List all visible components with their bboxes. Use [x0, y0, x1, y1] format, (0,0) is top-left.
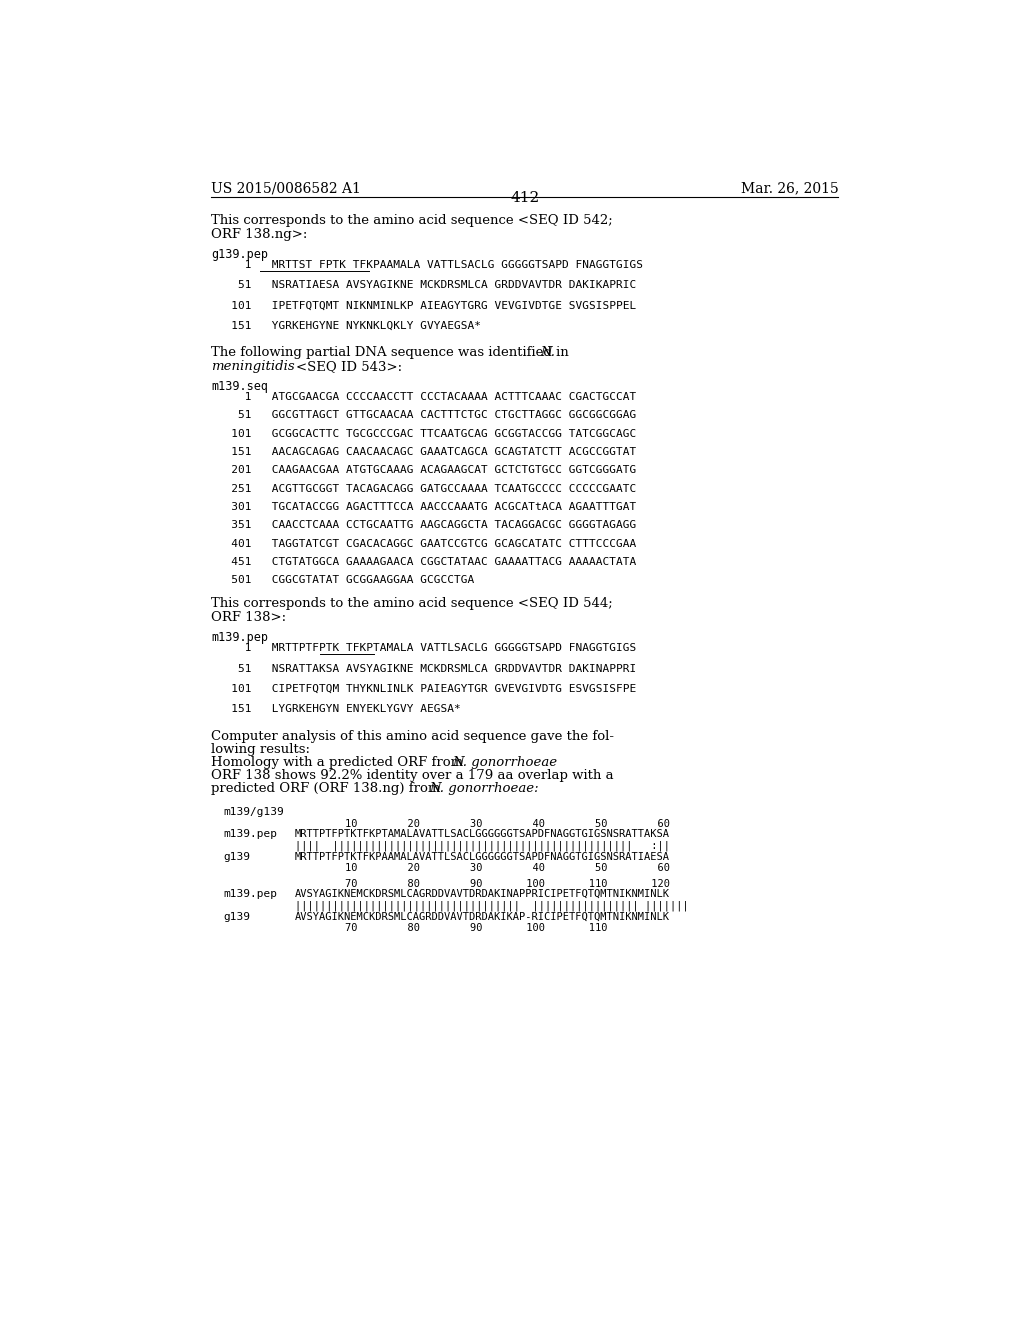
Text: 1   ATGCGAACGA CCCCAACCTT CCCTACAAAA ACTTTCAAAC CGACTGCCAT: 1 ATGCGAACGA CCCCAACCTT CCCTACAAAA ACTTT…: [211, 392, 637, 403]
Text: AVSYAGIKNEMCKDRSMLCAGRDDVAVTDRDAKINAPPRICIPETFQTQMTNIKNMINLK: AVSYAGIKNEMCKDRSMLCAGRDDVAVTDRDAKINAPPRI…: [295, 890, 670, 899]
Text: 101   GCGGCACTTC TGCGCCCGAC TTCAATGCAG GCGGTACCGG TATCGGCAGC: 101 GCGGCACTTC TGCGCCCGAC TTCAATGCAG GCG…: [211, 429, 637, 438]
Text: 301   TGCATACCGG AGACTTTCCA AACCCAAATG ACGCATtACA AGAATTTGAT: 301 TGCATACCGG AGACTTTCCA AACCCAAATG ACG…: [211, 502, 637, 512]
Text: ORF 138 shows 92.2% identity over a 179 aa overlap with a: ORF 138 shows 92.2% identity over a 179 …: [211, 770, 614, 783]
Text: 101   IPETFQTQMT NIKNMINLKP AIEAGYTGRG VEVGIVDTGE SVGSISPPEL: 101 IPETFQTQMT NIKNMINLKP AIEAGYTGRG VEV…: [211, 301, 637, 310]
Text: 351   CAACCTCAAA CCTGCAATTG AAGCAGGCTA TACAGGACGC GGGGTAGAGG: 351 CAACCTCAAA CCTGCAATTG AAGCAGGCTA TAC…: [211, 520, 637, 531]
Text: Mar. 26, 2015: Mar. 26, 2015: [740, 182, 839, 195]
Text: 151   AACAGCAGAG CAACAACAGC GAAATCAGCA GCAGTATCTT ACGCCGGTAT: 151 AACAGCAGAG CAACAACAGC GAAATCAGCA GCA…: [211, 447, 637, 457]
Text: This corresponds to the amino acid sequence <SEQ ID 542;: This corresponds to the amino acid seque…: [211, 214, 613, 227]
Text: m139.pep: m139.pep: [223, 890, 278, 899]
Text: 451   CTGTATGGCA GAAAAGAACA CGGCTATAAC GAAAATTACG AAAAACTATA: 451 CTGTATGGCA GAAAAGAACA CGGCTATAAC GAA…: [211, 557, 637, 566]
Text: meningitidis: meningitidis: [211, 359, 295, 372]
Text: Computer analysis of this amino acid sequence gave the fol-: Computer analysis of this amino acid seq…: [211, 730, 614, 743]
Text: N.: N.: [541, 346, 556, 359]
Text: 101   CIPETFQTQM THYKNLINLK PAIEAGYTGR GVEVGIVDTG ESVGSISFPE: 101 CIPETFQTQM THYKNLINLK PAIEAGYTGR GVE…: [211, 684, 637, 694]
Text: 1   MRTTST FPTK TFKPAAMALA VATTLSACLG GGGGGTSAPD FNAGGTGIGS: 1 MRTTST FPTK TFKPAAMALA VATTLSACLG GGGG…: [211, 260, 643, 271]
Text: g139.pep: g139.pep: [211, 248, 268, 261]
Text: US 2015/0086582 A1: US 2015/0086582 A1: [211, 182, 361, 195]
Text: predicted ORF (ORF 138.ng) from: predicted ORF (ORF 138.ng) from: [211, 783, 445, 796]
Text: 51   GGCGTTAGCT GTTGCAACAA CACTTTCTGC CTGCTTAGGC GGCGGCGGAG: 51 GGCGTTAGCT GTTGCAACAA CACTTTCTGC CTGC…: [211, 411, 637, 421]
Text: N. gonorrhoeae:: N. gonorrhoeae:: [429, 783, 539, 796]
Text: 151   LYGRKEHGYN ENYEKLYGVY AEGSA*: 151 LYGRKEHGYN ENYEKLYGVY AEGSA*: [211, 704, 461, 714]
Text: 51   NSRATTAKSA AVSYAGIKNE MCKDRSMLCA GRDDVAVTDR DAKINAPPRI: 51 NSRATTAKSA AVSYAGIKNE MCKDRSMLCA GRDD…: [211, 664, 637, 673]
Text: AVSYAGIKNEMCKDRSMLCAGRDDVAVTDRDAKIKAP-RICIPETFQTQMTNIKNMINLK: AVSYAGIKNEMCKDRSMLCAGRDDVAVTDRDAKIKAP-RI…: [295, 912, 670, 921]
Text: g139: g139: [223, 912, 250, 921]
Text: ORF 138.ng>:: ORF 138.ng>:: [211, 227, 307, 240]
Text: 70        80        90       100       110       120: 70 80 90 100 110 120: [295, 879, 670, 890]
Text: 251   ACGTTGCGGT TACAGACAGG GATGCCAAAA TCAATGCCCC CCCCCGAATC: 251 ACGTTGCGGT TACAGACAGG GATGCCAAAA TCA…: [211, 483, 637, 494]
Text: 151   YGRKEHGYNE NYKNKLQKLY GVYAEGSA*: 151 YGRKEHGYNE NYKNKLQKLY GVYAEGSA*: [211, 321, 481, 331]
Text: The following partial DNA sequence was identified in: The following partial DNA sequence was i…: [211, 346, 573, 359]
Text: <SEQ ID 543>:: <SEQ ID 543>:: [296, 359, 402, 372]
Text: N. gonorrhoeae: N. gonorrhoeae: [452, 756, 557, 770]
Text: 401   TAGGTATCGT CGACACAGGC GAATCCGTCG GCAGCATATC CTTTCCCGAA: 401 TAGGTATCGT CGACACAGGC GAATCCGTCG GCA…: [211, 539, 637, 549]
Text: 201   CAAGAACGAA ATGTGCAAAG ACAGAAGCAT GCTCTGTGCC GGTCGGGATG: 201 CAAGAACGAA ATGTGCAAAG ACAGAAGCAT GCT…: [211, 466, 637, 475]
Text: 70        80        90       100       110: 70 80 90 100 110: [295, 923, 607, 933]
Text: 412: 412: [510, 191, 540, 205]
Text: 10        20        30        40        50        60: 10 20 30 40 50 60: [295, 818, 670, 829]
Text: Homology with a predicted ORF from: Homology with a predicted ORF from: [211, 756, 468, 770]
Text: 1   MRTTPTFPTK TFKPTAMALA VATTLSACLG GGGGGTSAPD FNAGGTGIGS: 1 MRTTPTFPTK TFKPTAMALA VATTLSACLG GGGGG…: [211, 643, 637, 653]
Text: ||||  ||||||||||||||||||||||||||||||||||||||||||||||||   :||: |||| |||||||||||||||||||||||||||||||||||…: [295, 841, 670, 851]
Text: This corresponds to the amino acid sequence <SEQ ID 544;: This corresponds to the amino acid seque…: [211, 598, 613, 610]
Text: m139.pep: m139.pep: [223, 829, 278, 840]
Text: g139: g139: [223, 851, 250, 862]
Text: m139.seq: m139.seq: [211, 380, 268, 393]
Text: 51   NSRATIAESA AVSYAGIKNE MCKDRSMLCA GRDDVAVTDR DAKIKAPRIC: 51 NSRATIAESA AVSYAGIKNE MCKDRSMLCA GRDD…: [211, 280, 637, 290]
Text: m139.pep: m139.pep: [211, 631, 268, 644]
Text: lowing results:: lowing results:: [211, 743, 310, 756]
Text: MRTTPTFPTKTFKPAAMALAVATTLSACLGGGGGGTSAPDFNAGGTGIGSNSRATIAESA: MRTTPTFPTKTFKPAAMALAVATTLSACLGGGGGGTSAPD…: [295, 851, 670, 862]
Text: MRTTPTFPTKTFKPTAMALAVATTLSACLGGGGGGTSAPDFNAGGTGIGSNSRATTAKSA: MRTTPTFPTKTFKPTAMALAVATTLSACLGGGGGGTSAPD…: [295, 829, 670, 840]
Text: ORF 138>:: ORF 138>:: [211, 611, 287, 623]
Text: 501   CGGCGTATAT GCGGAAGGAA GCGCCTGA: 501 CGGCGTATAT GCGGAAGGAA GCGCCTGA: [211, 576, 474, 585]
Text: m139/g139: m139/g139: [223, 807, 284, 817]
Text: 10        20        30        40        50        60: 10 20 30 40 50 60: [295, 863, 670, 873]
Text: ||||||||||||||||||||||||||||||||||||  ||||||||||||||||| |||||||: |||||||||||||||||||||||||||||||||||| |||…: [295, 900, 688, 911]
